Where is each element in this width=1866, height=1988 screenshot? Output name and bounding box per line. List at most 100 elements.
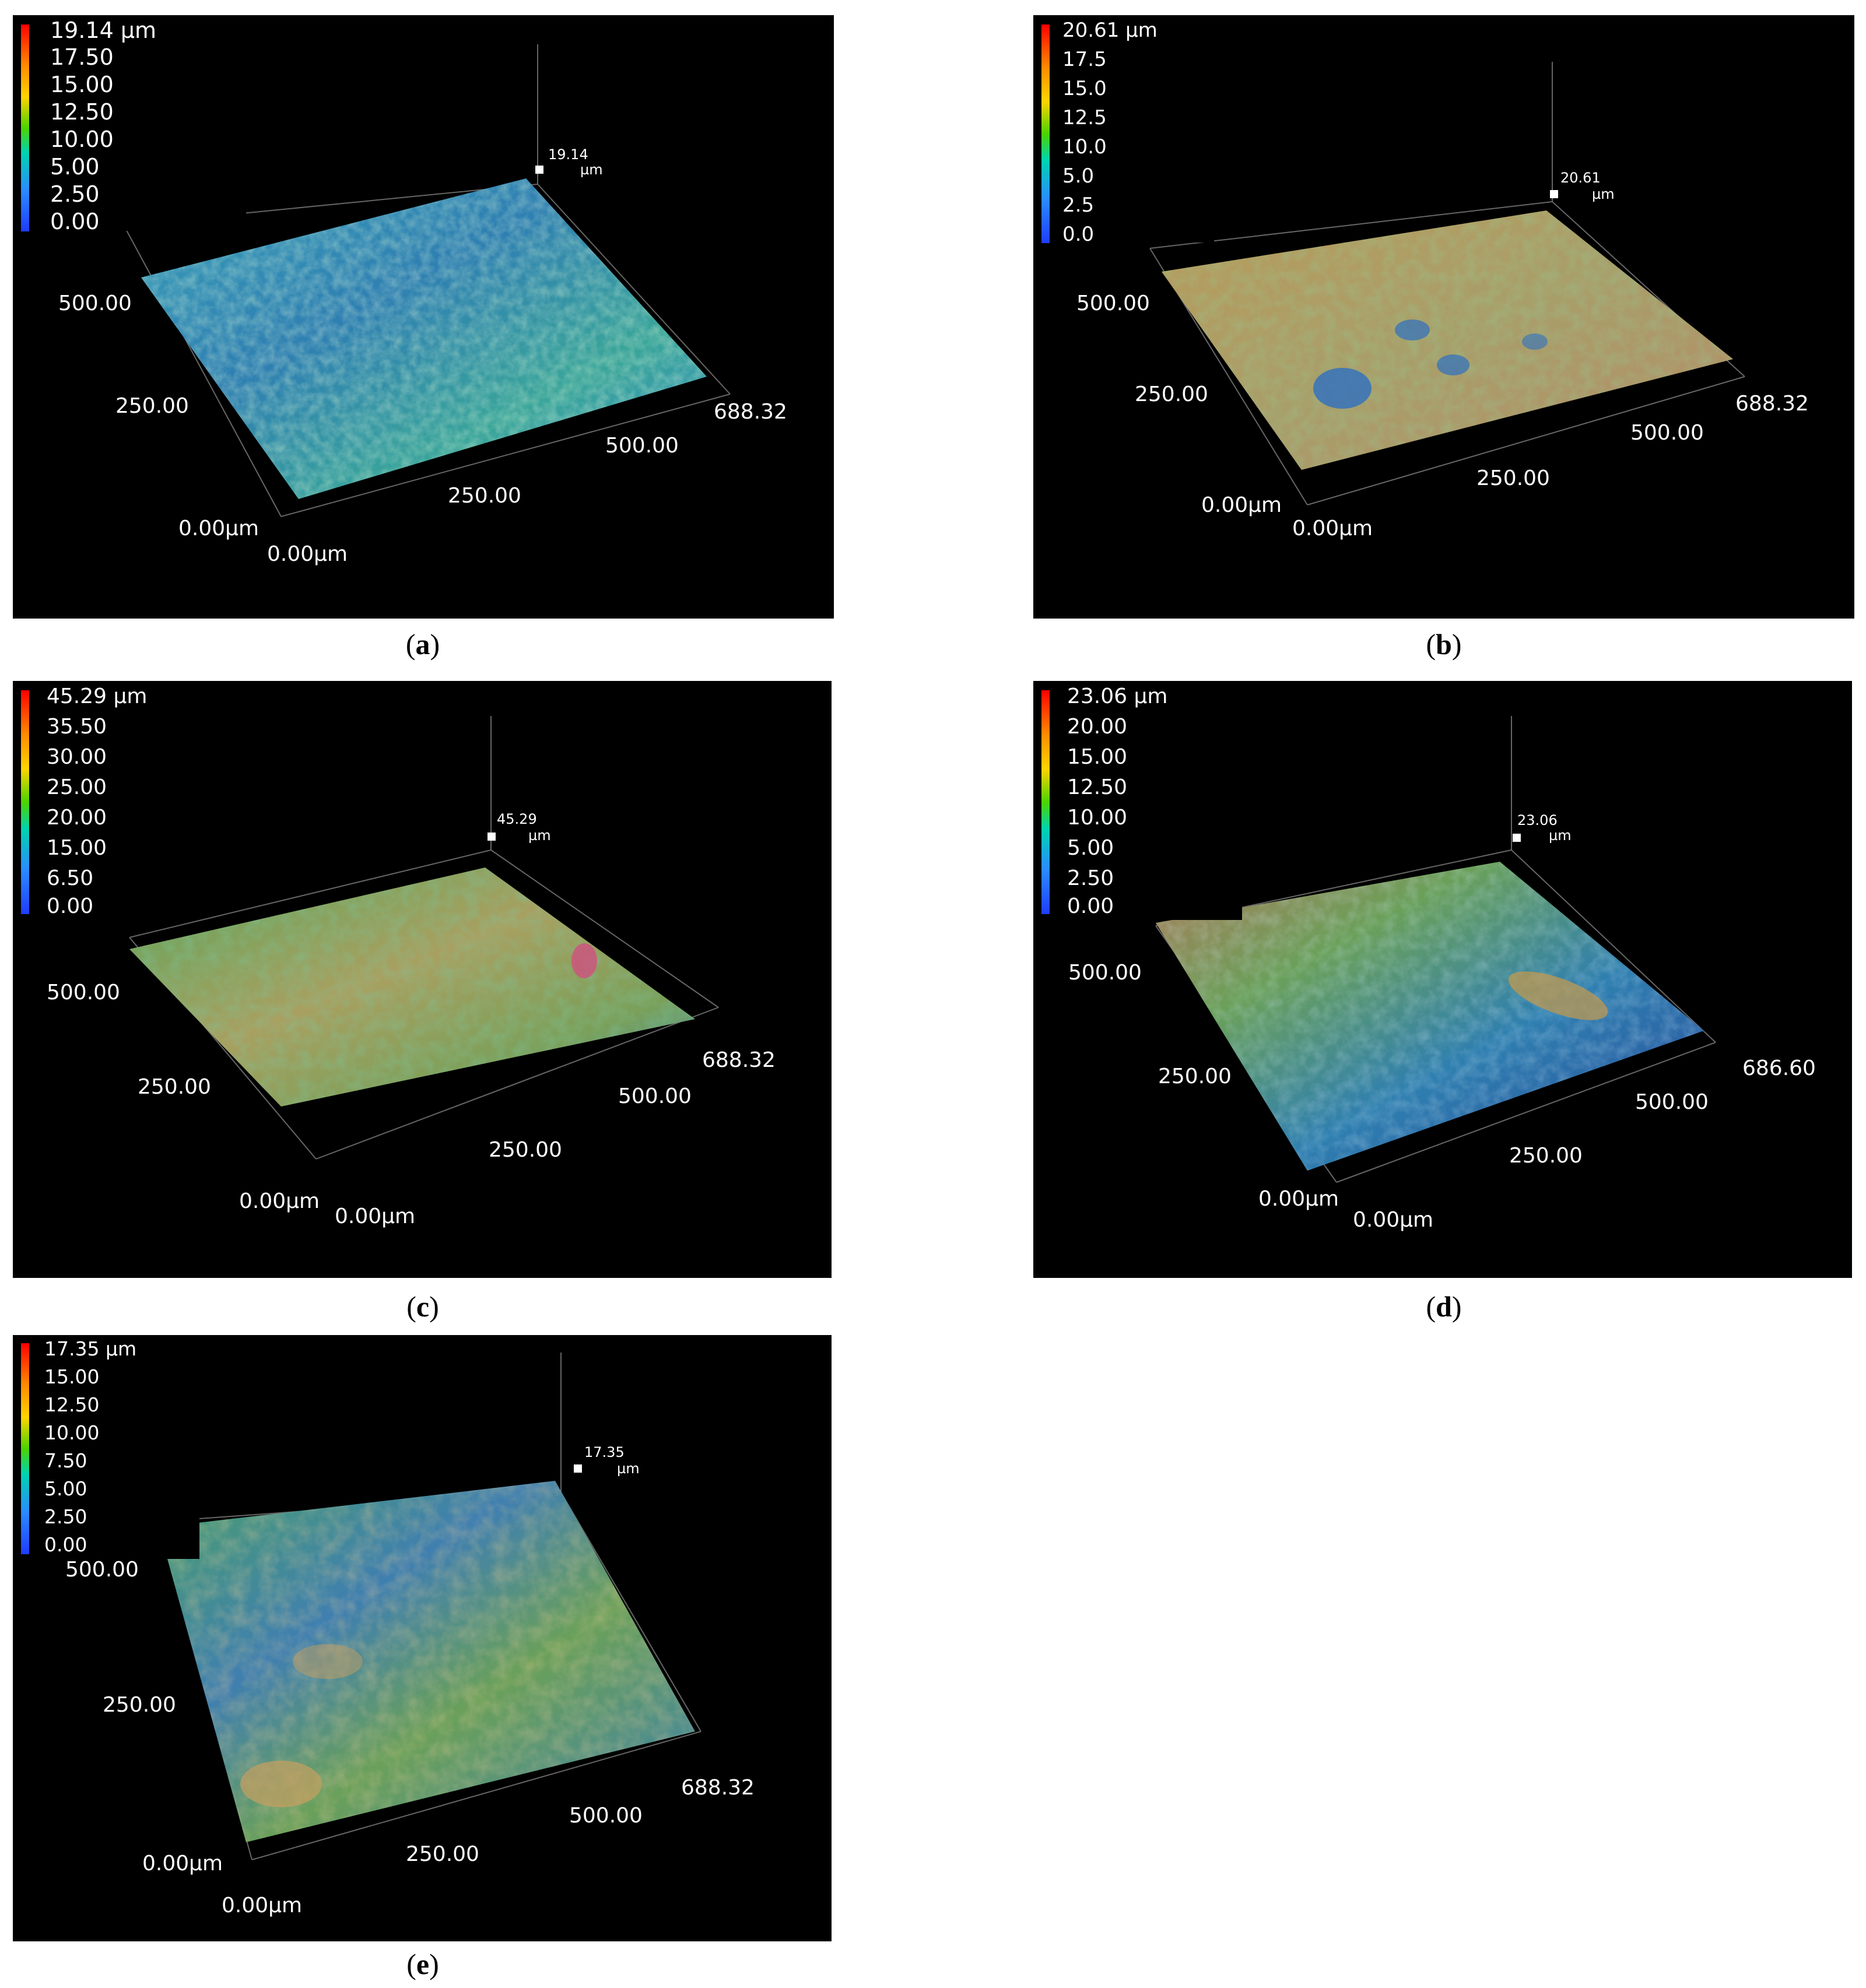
height-marker-c: [487, 833, 496, 841]
legend-tick-label: 2.50: [50, 181, 100, 207]
legend-tick-label: 2.5: [1062, 194, 1095, 217]
color-scale-bar-e: [21, 1343, 29, 1554]
color-legend-d: 23.06 µm 20.00 15.00 12.50 10.00 5.00 2.…: [1033, 681, 1242, 920]
y-axis-label: 250.00: [103, 1693, 176, 1717]
x-axis-label: 500.00: [569, 1804, 643, 1828]
color-scale-bar-a: [21, 24, 29, 231]
legend-tick-label: 15.00: [1067, 745, 1128, 769]
x-axis-label: 500.00: [1635, 1090, 1709, 1114]
height-marker-unit: µm: [1549, 827, 1572, 844]
legend-tick-label: 20.00: [47, 806, 107, 830]
x-axis-label: 250.00: [448, 484, 521, 508]
legend-tick-label: 6.50: [47, 866, 94, 890]
legend-tick-label: 10.00: [44, 1421, 100, 1444]
height-marker-unit: µm: [1592, 186, 1615, 202]
legend-tick-label: 12.50: [50, 99, 114, 125]
legend-tick-label: 5.00: [44, 1477, 87, 1500]
y-axis-label: 500.00: [58, 291, 132, 315]
y-axis-origin-label: 0.00µm: [1201, 493, 1282, 517]
legend-max-label: 20.61 µm: [1062, 19, 1158, 42]
height-marker-value: 23.06: [1517, 812, 1558, 828]
surface-plot-b: [1149, 62, 1745, 505]
x-axis-label: 250.00: [1476, 466, 1550, 490]
legend-tick-label: 12.50: [44, 1393, 100, 1416]
height-marker-unit: µm: [617, 1460, 640, 1477]
legend-tick-label: 12.50: [1067, 775, 1128, 799]
legend-tick-label: 15.00: [50, 72, 114, 97]
caption-d: (d): [1426, 1290, 1462, 1323]
x-axis-origin-label: 0.00µm: [335, 1204, 416, 1228]
legend-tick-label: 0.0: [1062, 223, 1095, 246]
color-legend-a: 19.14 µm 17.50 15.00 12.50 10.00 5.00 2.…: [13, 15, 246, 234]
surface-plot-e: [158, 1353, 701, 1860]
height-marker-unit: µm: [580, 161, 603, 178]
color-legend-c: 45.29 µm 35.50 30.00 25.00 20.00 15.00 6…: [13, 681, 213, 918]
color-scale-bar-b: [1041, 24, 1050, 243]
color-legend-e: 17.35 µm 15.00 12.50 10.00 7.50 5.00 2.5…: [13, 1335, 199, 1559]
x-axis-label: 500.00: [618, 1084, 692, 1108]
x-axis-label: 250.00: [489, 1138, 562, 1162]
x-axis-end-label: 686.60: [1742, 1056, 1816, 1080]
caption-a: (a): [405, 628, 440, 661]
y-axis-label: 250.00: [115, 394, 189, 418]
color-legend-b: 20.61 µm 17.5 15.0 12.5 10.0 5.0 2.5 0.0: [1033, 15, 1214, 246]
legend-tick-label: 10.0: [1062, 135, 1107, 159]
height-marker-e: [574, 1464, 582, 1473]
legend-tick-label: 0.00: [44, 1533, 87, 1556]
caption-b: (b): [1426, 628, 1462, 661]
y-axis-label: 500.00: [65, 1558, 139, 1582]
y-axis-label: 250.00: [1158, 1065, 1232, 1088]
legend-tick-label: 20.00: [1067, 715, 1128, 739]
legend-tick-label: 5.00: [1067, 836, 1114, 860]
color-scale-bar-c: [21, 690, 29, 914]
x-axis-end-label: 688.32: [714, 400, 787, 424]
height-marker-value: 19.14: [548, 146, 588, 163]
x-axis-label: 250.00: [406, 1842, 479, 1866]
legend-tick-label: 35.50: [47, 715, 107, 739]
panel-e-image: [13, 1335, 832, 1941]
legend-max-label: 19.14 µm: [50, 17, 157, 43]
height-marker-d: [1513, 834, 1521, 842]
legend-max-label: 45.29 µm: [47, 684, 148, 708]
legend-tick-label: 0.00: [1067, 894, 1114, 918]
height-marker-value: 45.29: [497, 811, 537, 827]
legend-tick-label: 7.50: [44, 1449, 87, 1472]
legend-tick-label: 5.00: [50, 154, 100, 180]
y-axis-origin-label: 0.00µm: [239, 1189, 320, 1213]
legend-tick-label: 12.5: [1062, 106, 1107, 129]
caption-c: (c): [406, 1290, 439, 1323]
x-axis-label: 500.00: [605, 434, 679, 458]
legend-tick-label: 10.00: [50, 127, 114, 152]
height-marker-value: 20.61: [1560, 170, 1601, 186]
legend-tick-label: 15.00: [44, 1365, 100, 1388]
legend-tick-label: 15.00: [47, 836, 107, 860]
panel-c-image: [13, 681, 832, 1278]
color-scale-bar-d: [1041, 690, 1050, 914]
height-marker-a: [535, 166, 543, 174]
legend-max-label: 23.06 µm: [1067, 684, 1168, 708]
panel-a-image: [13, 15, 834, 619]
x-axis-label: 500.00: [1630, 421, 1704, 445]
x-axis-end-label: 688.32: [681, 1776, 755, 1800]
x-axis-label: 250.00: [1509, 1144, 1583, 1168]
height-marker-b: [1550, 190, 1558, 198]
legend-tick-label: 17.50: [50, 44, 114, 70]
y-axis-label: 250.00: [1135, 382, 1208, 406]
y-axis-label: 500.00: [1076, 291, 1150, 315]
height-marker-unit: µm: [528, 827, 551, 844]
x-axis-origin-label: 0.00µm: [222, 1894, 303, 1917]
x-axis-origin-label: 0.00µm: [267, 542, 348, 566]
legend-tick-label: 30.00: [47, 745, 107, 769]
y-axis-label: 500.00: [1068, 961, 1142, 985]
y-axis-origin-label: 0.00µm: [1258, 1187, 1339, 1211]
legend-tick-label: 0.00: [47, 894, 94, 918]
surface-plot-d: [1155, 716, 1716, 1183]
surface-plot-c: [129, 716, 719, 1160]
legend-tick-label: 25.00: [47, 775, 107, 799]
legend-tick-label: 5.0: [1062, 164, 1095, 188]
legend-tick-label: 0.00: [50, 209, 100, 234]
y-axis-origin-label: 0.00µm: [142, 1852, 223, 1875]
x-axis-end-label: 688.32: [702, 1048, 776, 1072]
legend-tick-label: 17.5: [1062, 48, 1107, 71]
legend-max-label: 17.35 µm: [44, 1337, 137, 1360]
